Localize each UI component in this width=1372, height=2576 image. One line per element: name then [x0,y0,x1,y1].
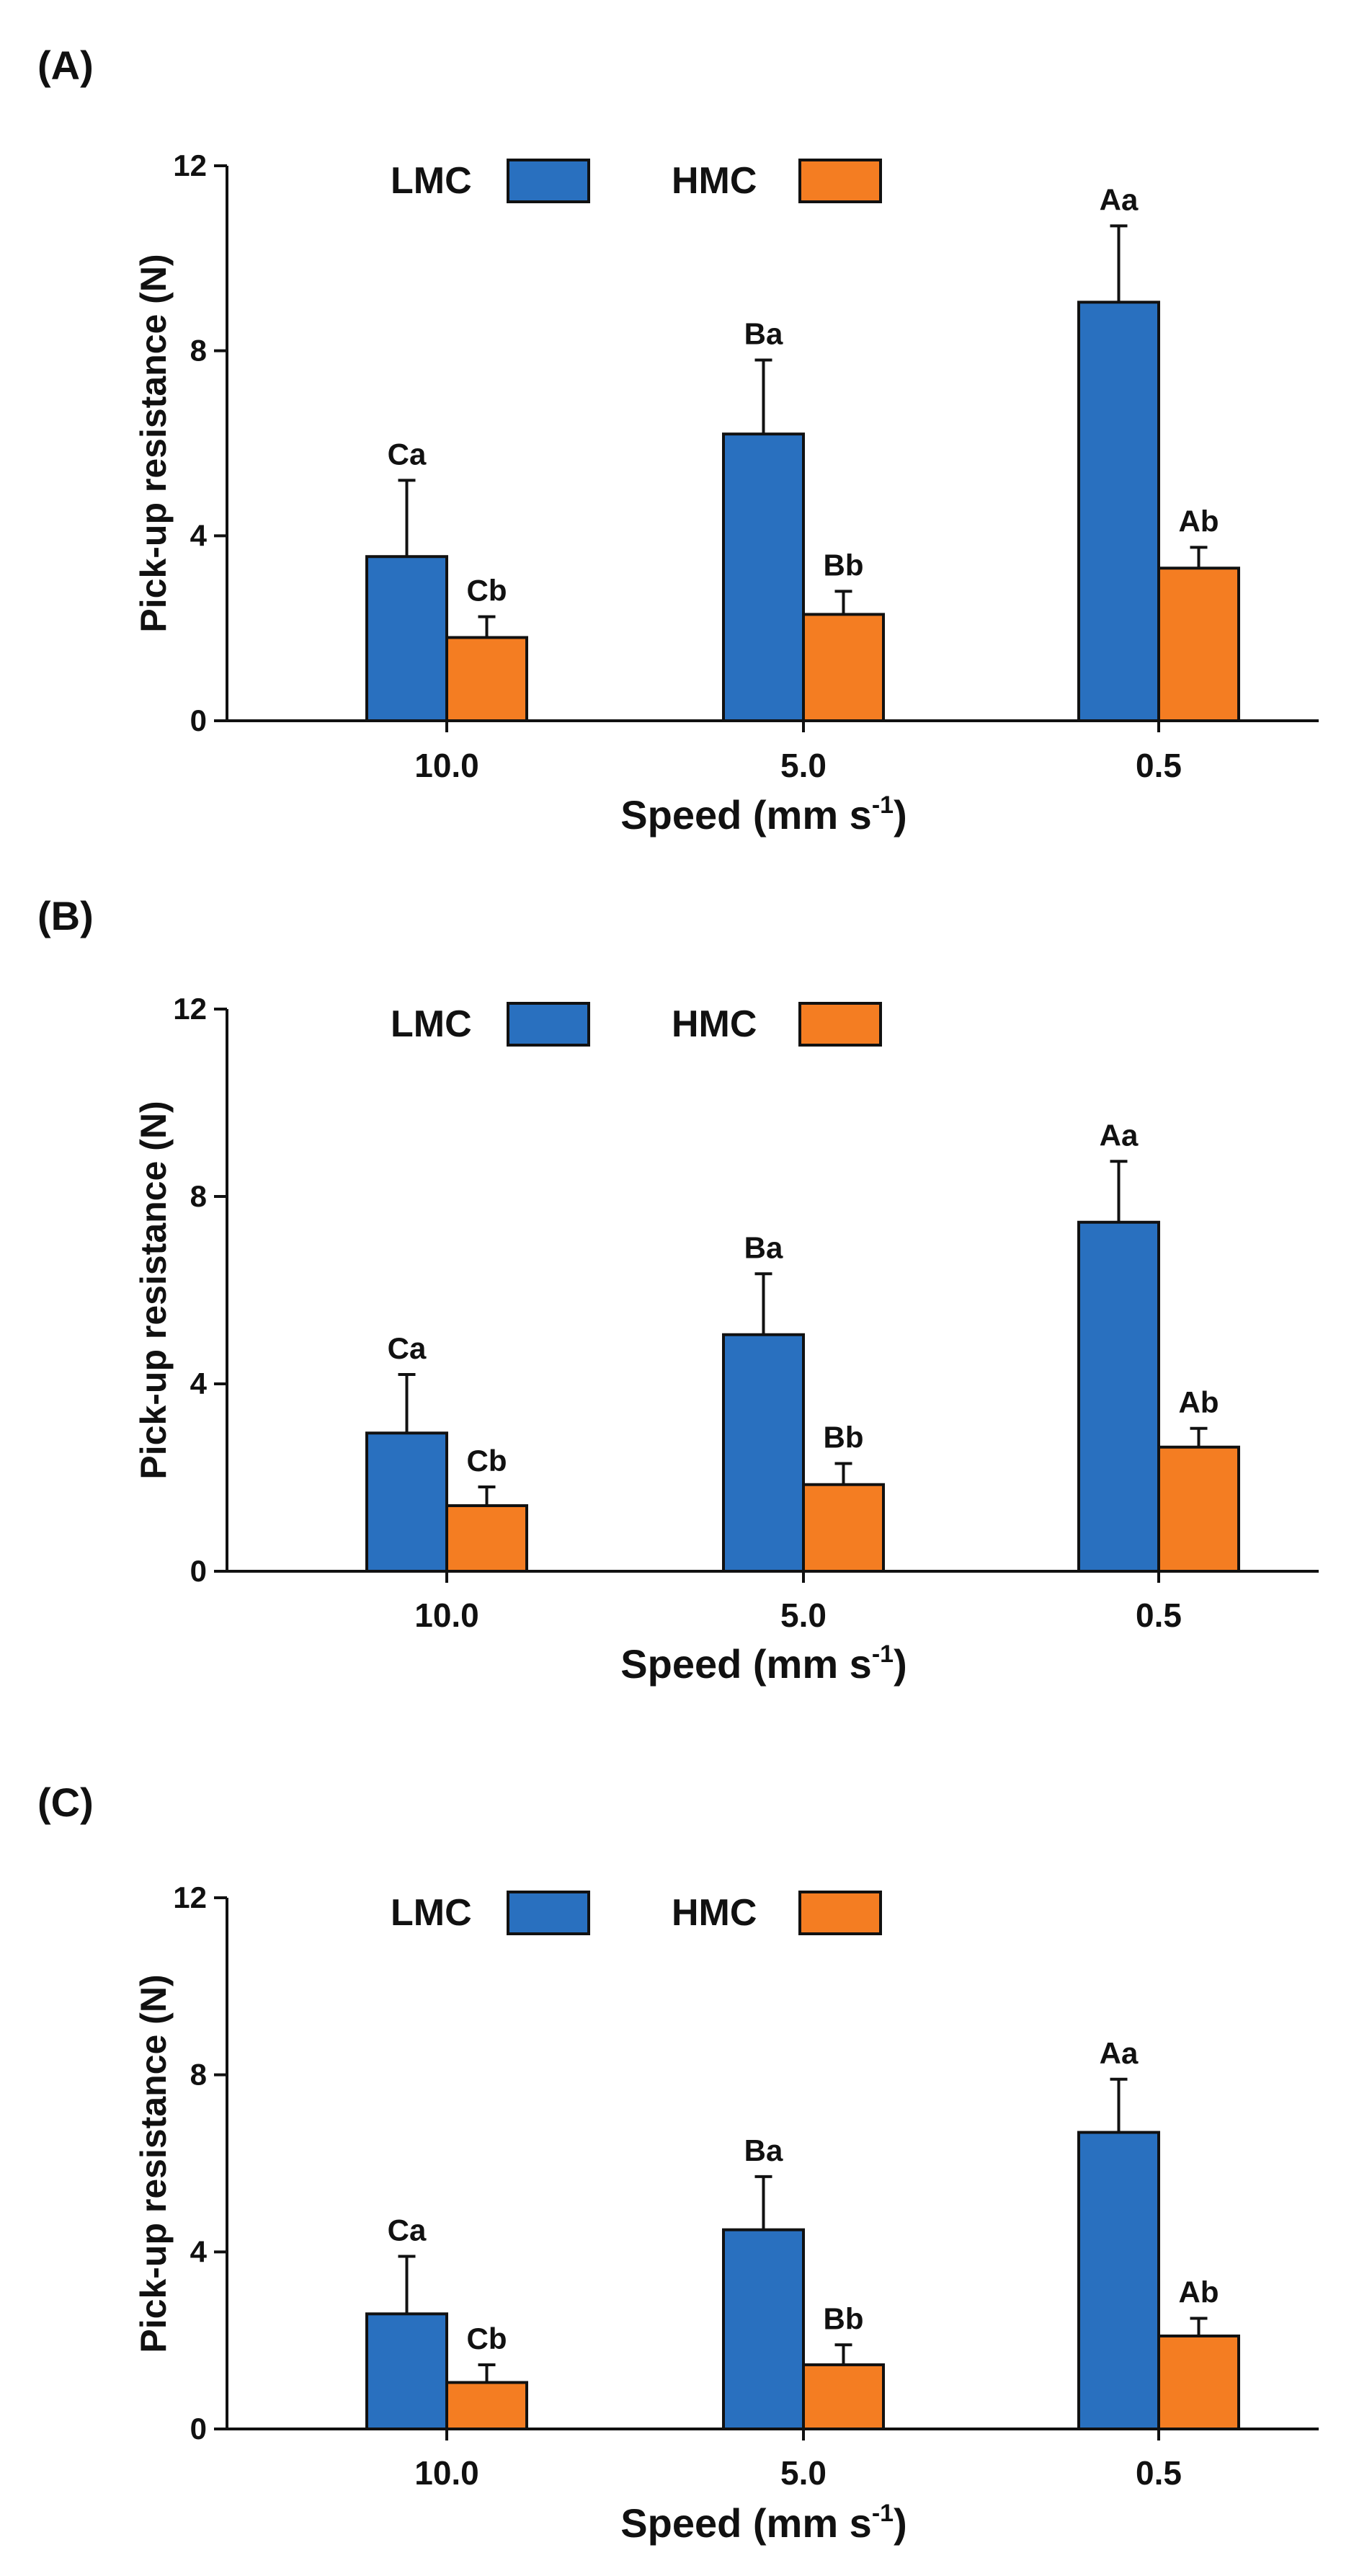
bar-hmc-5.0 [802,1483,885,1573]
x-tick-label: 10.0 [414,747,479,784]
significance-letter: Bb [824,548,864,582]
legend-label-hmc: HMC [672,1892,757,1934]
y-tick-label: 12 [173,148,207,182]
y-tick-label: 0 [190,1554,207,1588]
chart-panel-2: (B) 0 4 8 12 Pick-up resistance (N) Ca Cb 10.0 Ba… [37,893,1319,1687]
x-axis-title-main: Speed (mm s [620,2500,872,2546]
bar-lmc-0.5 [1077,1220,1160,1573]
significance-letter: Ba [744,317,783,351]
legend-swatch-hmc [798,1002,882,1047]
x-tick-label: 5.0 [780,2454,827,2492]
significance-letter: Ab [1179,504,1219,538]
legend: LMC HMC [391,1002,882,1047]
panel-label: (A) [37,43,94,88]
bar-lmc-0.5 [1077,301,1160,722]
significance-letter: Bb [824,2301,864,2335]
y-tick-label: 12 [173,1880,207,1914]
bar-lmc-5.0 [722,432,805,723]
legend-swatch-hmc [798,159,882,203]
y-tick-label: 4 [190,2234,208,2268]
bar-hmc-0.5 [1157,2335,1240,2430]
legend-swatch-lmc [507,1891,590,1935]
legend-label-lmc: LMC [391,1003,472,1045]
significance-letter: Aa [1100,182,1139,216]
legend-label-lmc: LMC [391,1892,472,1934]
legend-swatch-lmc [507,1002,590,1047]
bar-lmc-0.5 [1077,2131,1160,2430]
x-axis-title: Speed (mm s-1) [620,2500,906,2546]
legend: LMC HMC [391,1891,882,1935]
panel-label: (B) [37,893,94,938]
bar-hmc-0.5 [1157,1445,1240,1573]
x-tick-label: 0.5 [1136,2454,1182,2492]
x-axis-title-end: ) [894,1641,907,1687]
x-axis-title: Speed (mm s-1) [620,791,906,838]
panel-label: (C) [37,1780,94,1825]
x-axis-title-main: Speed (mm s [620,792,872,838]
bar-hmc-10.0 [445,2381,528,2430]
x-tick-label: 10.0 [414,1596,479,1634]
bar-lmc-10.0 [365,555,448,722]
x-axis-title-main: Speed (mm s [620,1641,872,1687]
significance-letter: Cb [467,1444,507,1478]
significance-letter: Cb [467,2322,507,2355]
y-tick-label: 4 [190,518,208,552]
significance-letter: Cb [467,574,507,608]
y-tick-label: 0 [190,703,207,737]
x-axis-title-end: ) [894,792,907,838]
x-tick-label: 0.5 [1136,747,1182,784]
bar-lmc-5.0 [722,1333,805,1573]
significance-letter: Ba [744,2133,783,2167]
x-tick-label: 10.0 [414,2454,479,2492]
bar-hmc-5.0 [802,613,885,723]
x-tick-label: 5.0 [780,747,827,784]
x-axis-title: Speed (mm s-1) [620,1640,906,1687]
x-tick-label: 5.0 [780,1596,827,1634]
y-axis-title: Pick-up resistance (N) [133,254,174,632]
y-tick-label: 0 [190,2412,207,2446]
legend-label-lmc: LMC [391,160,472,202]
significance-letter: Ab [1179,2275,1219,2309]
bar-lmc-10.0 [365,2312,448,2430]
significance-letter: Ab [1179,1385,1219,1419]
x-tick-label: 0.5 [1136,1596,1182,1634]
significance-letter: Ba [744,1230,783,1264]
bar-hmc-10.0 [445,636,528,722]
y-tick-label: 8 [190,334,207,368]
bar-hmc-0.5 [1157,567,1240,722]
significance-letter: Ca [388,437,427,471]
legend: LMC HMC [391,159,882,203]
bar-hmc-10.0 [445,1504,528,1573]
legend-swatch-lmc [507,159,590,203]
y-tick-label: 4 [190,1367,208,1400]
significance-letter: Aa [1100,2036,1139,2070]
y-tick-label: 8 [190,1179,207,1213]
bar-lmc-10.0 [365,1431,448,1573]
chart-panel-1: (A) 0 4 8 12 Pick-up resistance (N) Ca Cb 10.0 Ba… [37,43,1319,838]
significance-letter: Bb [824,1421,864,1454]
y-axis-title: Pick-up resistance (N) [133,1101,174,1479]
x-axis-title-end: ) [894,2500,907,2546]
bar-lmc-5.0 [722,2228,805,2430]
legend-label-hmc: HMC [672,1003,757,1045]
x-axis-title-superscript: -1 [872,2500,894,2527]
legend-label-hmc: HMC [672,160,757,202]
significance-letter: Aa [1100,1118,1139,1152]
y-axis-title: Pick-up resistance (N) [133,1974,174,2353]
bar-hmc-5.0 [802,2363,885,2430]
y-tick-label: 8 [190,2058,207,2092]
chart-panel-3: (C) 0 4 8 12 Pick-up resistance (N) Ca Cb 10.0 Ba… [37,1780,1319,2546]
legend-swatch-hmc [798,1891,882,1935]
significance-letter: Ca [388,1331,427,1365]
significance-letter: Ca [388,2213,427,2247]
x-axis-title-superscript: -1 [872,791,894,819]
y-tick-label: 12 [173,992,207,1026]
x-axis-title-superscript: -1 [872,1640,894,1668]
